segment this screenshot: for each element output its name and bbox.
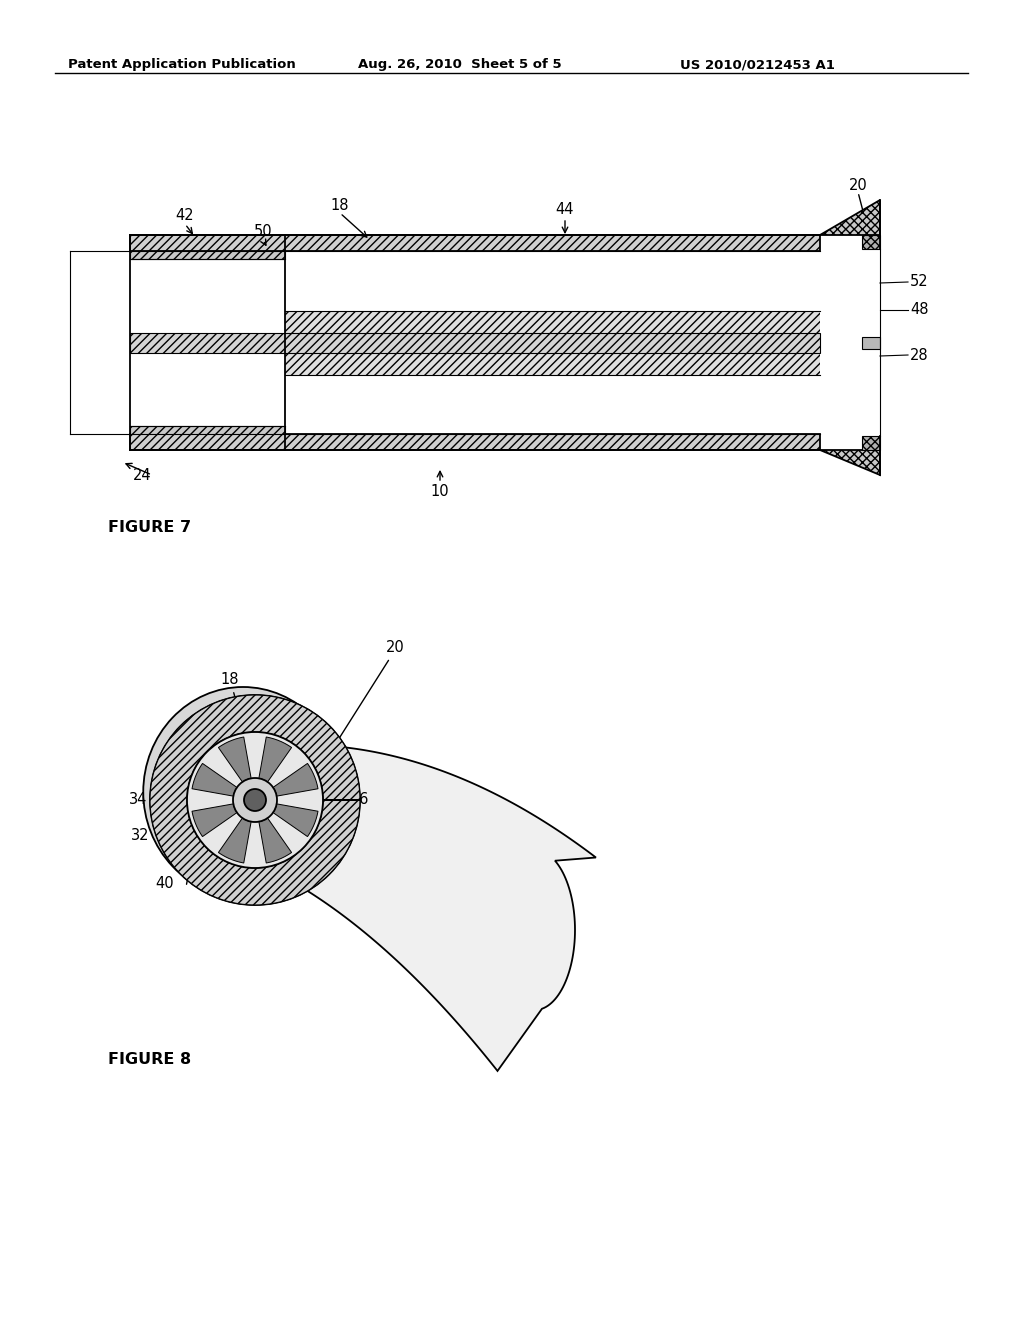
Polygon shape	[259, 737, 292, 781]
Polygon shape	[273, 804, 318, 837]
Bar	[130, 434, 820, 450]
Polygon shape	[191, 763, 237, 796]
Text: Aug. 26, 2010  Sheet 5 of 5: Aug. 26, 2010 Sheet 5 of 5	[358, 58, 561, 71]
Bar	[862, 337, 880, 348]
Text: 24: 24	[133, 469, 152, 483]
Bar	[130, 259, 285, 426]
Circle shape	[233, 777, 278, 822]
Polygon shape	[218, 737, 251, 781]
Polygon shape	[259, 818, 292, 863]
Text: 40: 40	[156, 875, 174, 891]
Bar	[285, 251, 820, 310]
Polygon shape	[218, 818, 251, 863]
Circle shape	[244, 789, 266, 810]
Polygon shape	[307, 747, 596, 1071]
Text: US 2010/0212453 A1: US 2010/0212453 A1	[680, 58, 835, 71]
Text: 36: 36	[351, 792, 370, 808]
Text: FIGURE 7: FIGURE 7	[108, 520, 191, 536]
Text: 44: 44	[556, 202, 574, 218]
Text: 34: 34	[129, 792, 147, 808]
Ellipse shape	[143, 686, 343, 898]
Bar	[130, 251, 285, 259]
Bar	[130, 426, 285, 434]
Text: 42: 42	[176, 209, 195, 223]
Text: 28: 28	[910, 347, 929, 363]
Polygon shape	[273, 763, 318, 796]
Bar	[130, 235, 820, 251]
Bar	[862, 436, 880, 450]
Bar	[130, 333, 820, 352]
Text: 18: 18	[331, 198, 349, 213]
Text: 20: 20	[849, 177, 867, 193]
Bar	[285, 375, 820, 434]
Text: 48: 48	[910, 302, 929, 318]
Polygon shape	[820, 450, 880, 475]
Bar	[862, 235, 880, 249]
Text: 18: 18	[221, 672, 240, 688]
Polygon shape	[820, 201, 880, 235]
Polygon shape	[151, 696, 360, 906]
Text: 20: 20	[386, 640, 404, 656]
Polygon shape	[191, 804, 237, 837]
Text: 52: 52	[910, 275, 929, 289]
Bar	[285, 251, 820, 434]
Circle shape	[150, 696, 360, 906]
Text: Patent Application Publication: Patent Application Publication	[68, 58, 296, 71]
Text: 32: 32	[131, 828, 150, 842]
Text: FIGURE 8: FIGURE 8	[108, 1052, 191, 1068]
Circle shape	[187, 733, 323, 869]
Text: 10: 10	[431, 484, 450, 499]
Text: 50: 50	[254, 224, 272, 239]
